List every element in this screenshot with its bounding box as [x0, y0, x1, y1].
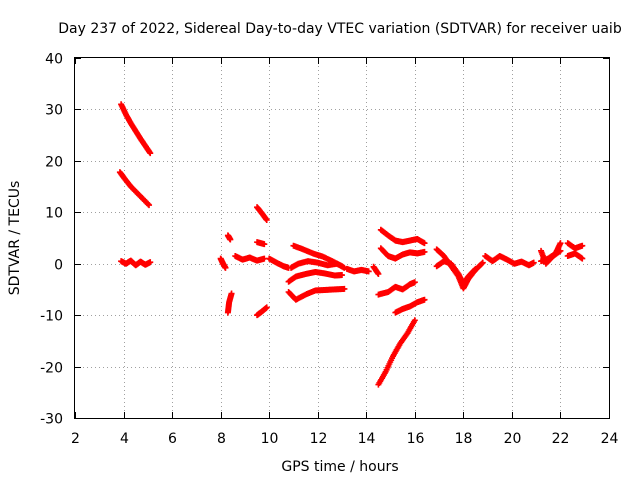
data-series: [375, 279, 418, 298]
data-series: [377, 226, 428, 247]
data-point: [421, 248, 428, 255]
data-series: [232, 253, 268, 264]
data-point: [421, 240, 428, 247]
data-series: [564, 250, 586, 262]
chart-title: Day 237 of 2022, Sidereal Day-to-day VTE…: [58, 21, 622, 37]
data-series: [377, 245, 428, 262]
data-series: [482, 253, 537, 269]
data-point: [557, 247, 564, 254]
data-series: [118, 257, 154, 269]
data-point: [478, 260, 485, 267]
data-point: [147, 259, 154, 266]
x-tick-label: 14: [358, 431, 376, 447]
plot-data: [116, 101, 586, 388]
data-series: [116, 169, 153, 209]
data-point: [411, 279, 418, 286]
data-series: [285, 285, 348, 303]
x-tick-label: 10: [261, 431, 279, 447]
data-series: [370, 263, 382, 277]
data-series: [224, 290, 235, 316]
x-tick-label: 16: [407, 431, 425, 447]
data-point: [261, 241, 268, 248]
data-series: [217, 255, 229, 271]
x-tick-label: 4: [120, 431, 129, 447]
data-series: [343, 265, 372, 275]
data-series: [392, 296, 428, 316]
x-tick-label: 20: [504, 431, 522, 447]
data-point: [341, 285, 348, 292]
data-point: [224, 309, 231, 316]
data-point: [227, 236, 234, 243]
data-point: [557, 240, 564, 247]
plot-frame: [74, 57, 610, 419]
data-point: [339, 272, 345, 279]
data-point: [146, 202, 153, 209]
y-tick-label: 20: [45, 155, 63, 171]
y-tick-label: -20: [40, 361, 63, 377]
data-series: [288, 258, 348, 271]
x-tick-label: 6: [168, 431, 177, 447]
data-point: [479, 259, 486, 266]
x-tick-label: 2: [71, 431, 80, 447]
data-point: [365, 268, 372, 275]
x-tick-label: 8: [217, 431, 226, 447]
data-point: [530, 259, 537, 266]
data-point: [579, 242, 586, 249]
data-series: [254, 304, 270, 319]
data-point: [222, 264, 229, 271]
y-tick-label: 30: [45, 103, 63, 119]
data-point: [263, 217, 270, 223]
x-axis-label: GPS time / hours: [281, 459, 398, 475]
grid: [75, 58, 609, 418]
x-tick-label: 18: [455, 431, 473, 447]
data-series: [538, 247, 564, 267]
data-series: [224, 232, 234, 243]
x-tick-label: 22: [552, 431, 570, 447]
data-series: [433, 246, 486, 292]
y-tick-label: 0: [54, 258, 63, 274]
x-tick-label: 12: [310, 431, 328, 447]
y-tick-label: 40: [45, 52, 63, 68]
data-point: [375, 271, 382, 277]
x-tick-label: 24: [601, 431, 619, 447]
data-series: [285, 268, 345, 285]
data-series: [118, 101, 154, 157]
data-series: [375, 317, 418, 388]
data-point: [263, 304, 270, 311]
y-tick-label: 10: [45, 206, 63, 222]
data-point: [147, 150, 154, 157]
data-series: [266, 255, 292, 271]
data-series: [254, 239, 268, 248]
y-tick-label: -30: [40, 412, 63, 428]
y-tick-label: -10: [40, 309, 63, 325]
y-axis-label: SDTVAR / TECUs: [7, 181, 23, 296]
data-series: [254, 204, 270, 223]
data-point: [411, 317, 418, 324]
data-point: [579, 255, 586, 262]
data-point: [421, 296, 428, 303]
data-series: [564, 240, 586, 252]
